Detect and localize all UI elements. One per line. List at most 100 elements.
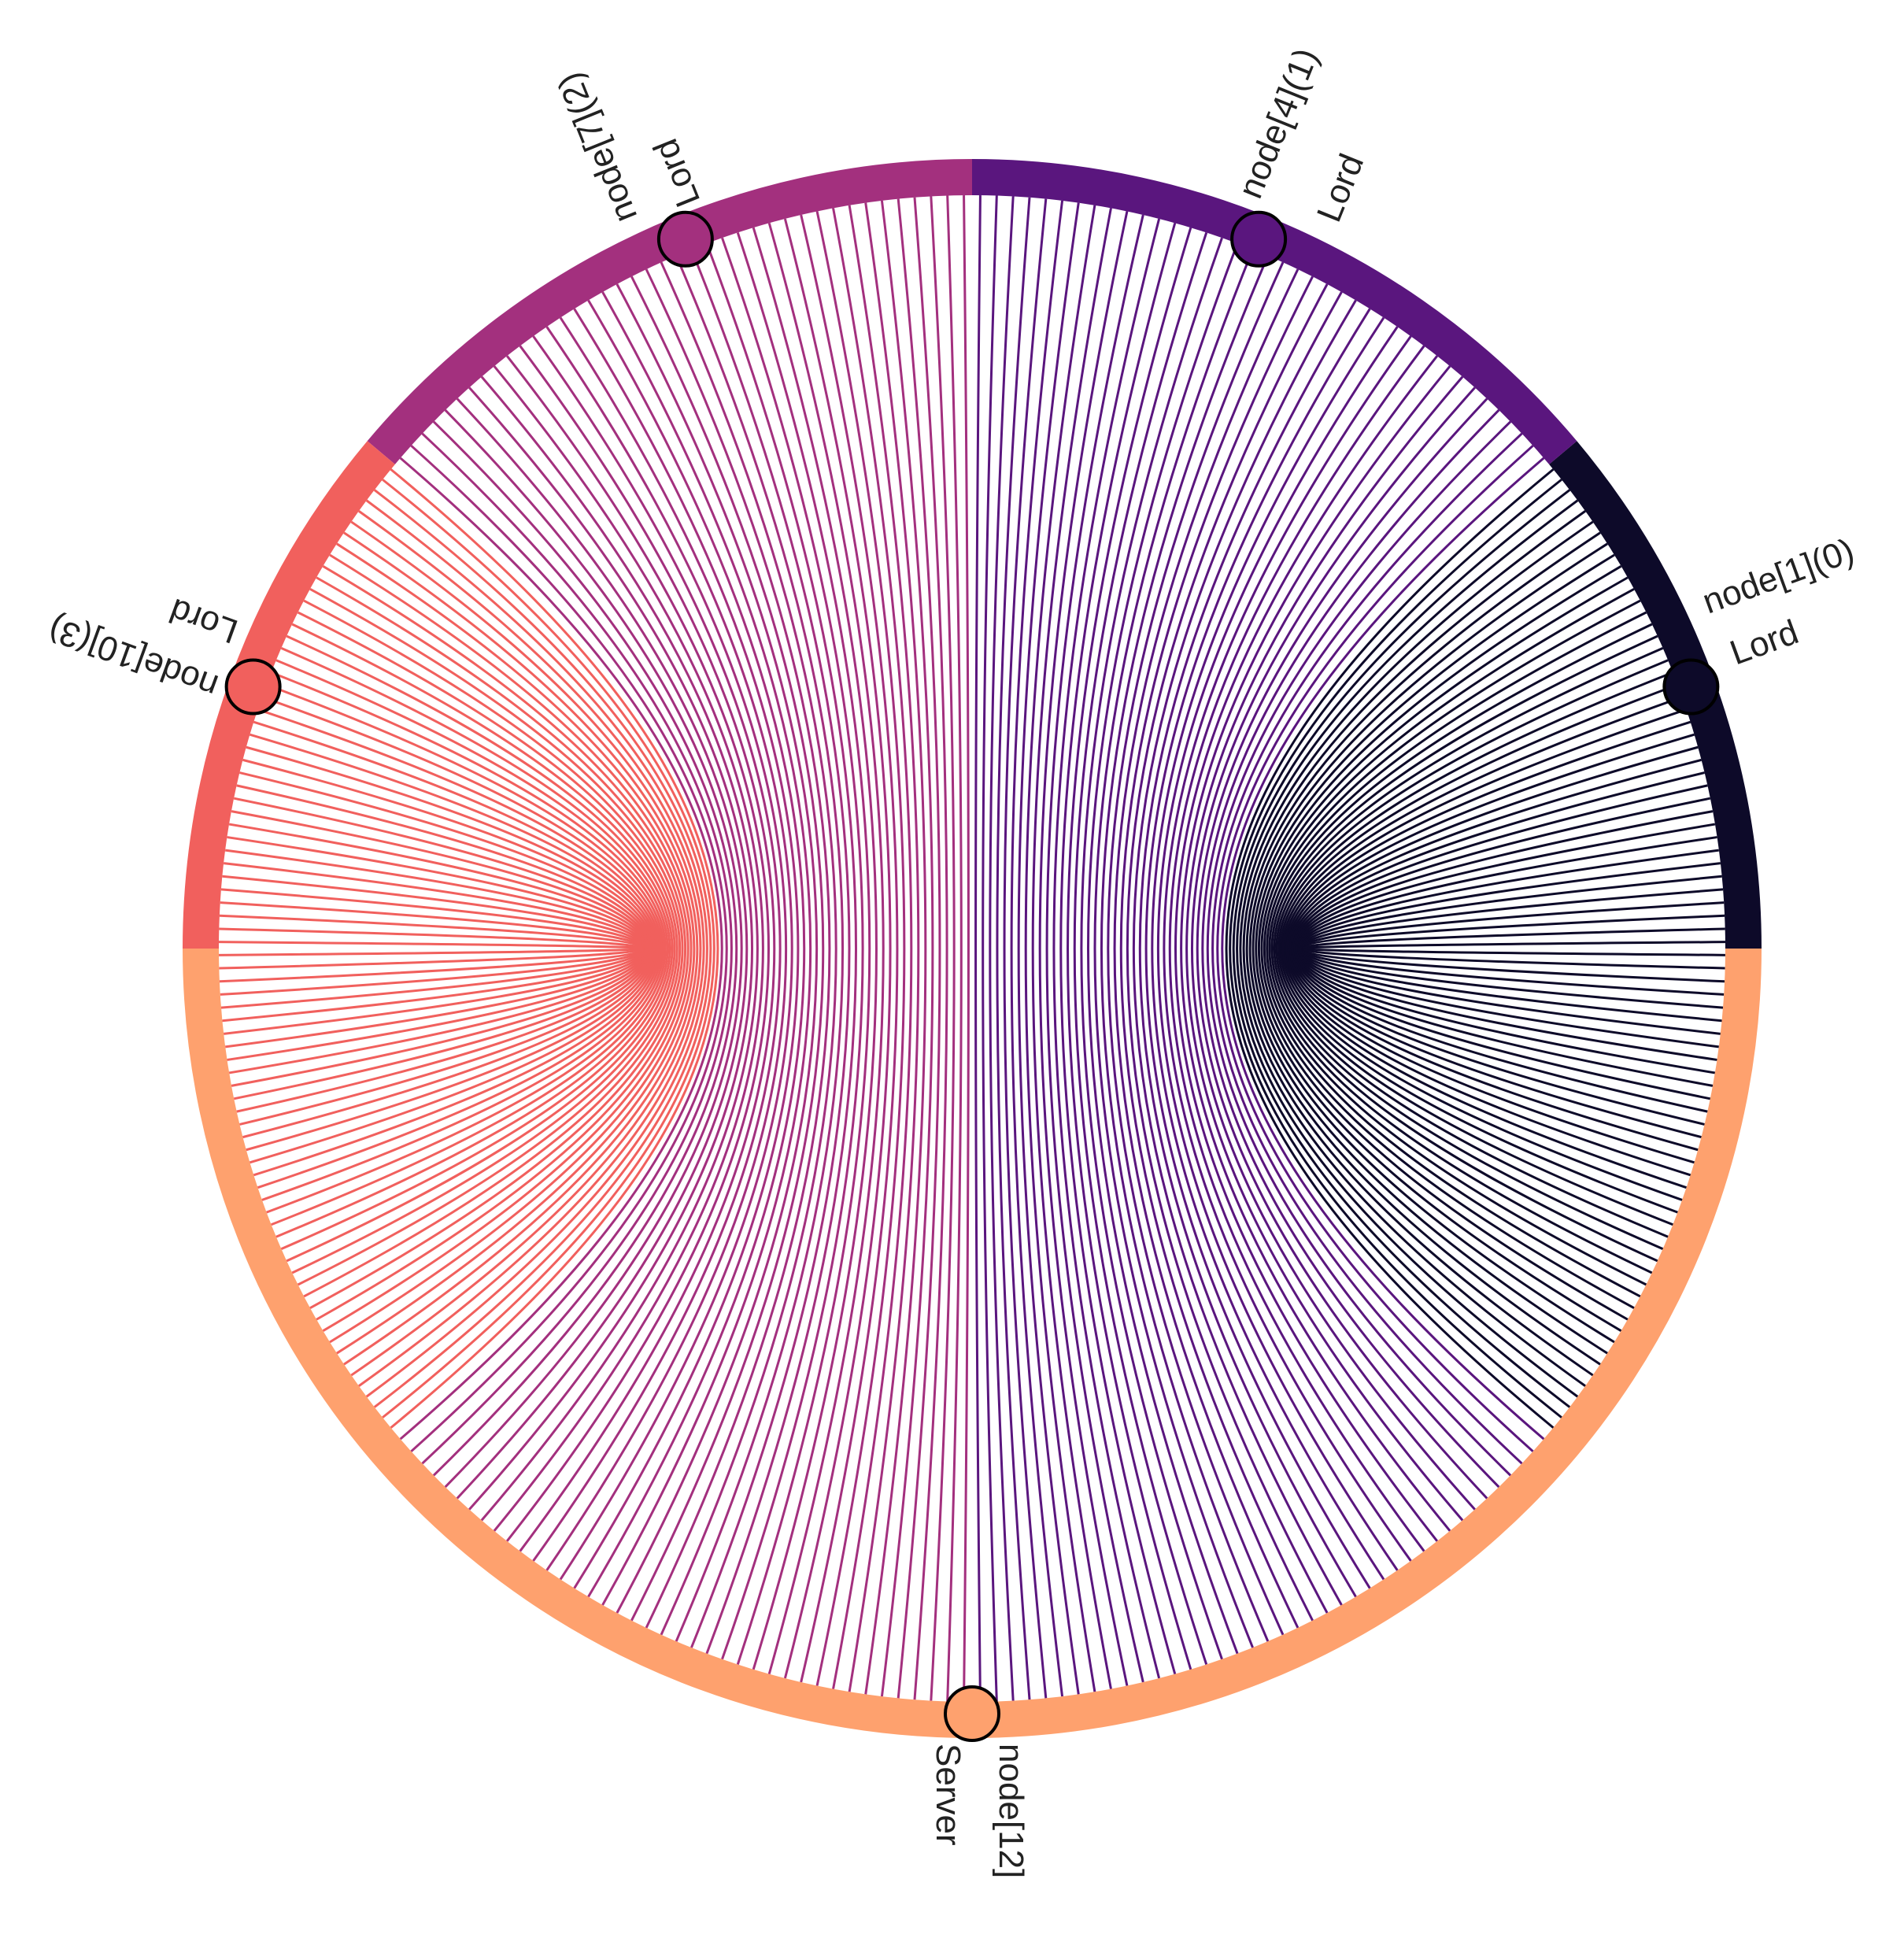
chord-link-2-13 [752, 227, 878, 1670]
chord-link-1-38 [982, 195, 998, 1702]
chord-link-1-7 [1185, 375, 1464, 1522]
chord-link-2-28 [532, 335, 782, 1562]
chord-link-0-19 [1281, 696, 1683, 1201]
chord-link-0-34 [1242, 520, 1594, 1377]
chord-link-1-6 [1191, 386, 1476, 1511]
chord-link-1-1 [1216, 445, 1534, 1452]
chord-link-2-15 [721, 237, 864, 1660]
chord-link-3-30 [228, 823, 649, 1074]
chord-link-2-24 [587, 299, 806, 1598]
chord-link-1-13 [1151, 316, 1385, 1581]
chord-link-3-23 [249, 733, 658, 1164]
node-circle-2[interactable] [656, 210, 714, 268]
chord-link-0-1 [1300, 927, 1725, 970]
chord-link-0-18 [1283, 708, 1688, 1189]
chord-link-2-26 [559, 316, 793, 1581]
chord-link-3-1 [382, 479, 715, 1418]
chord-link-0-33 [1245, 531, 1601, 1366]
chord-link-3-9 [322, 564, 690, 1333]
chord-link-0-6 [1298, 862, 1721, 1035]
chord-link-1-20 [1107, 261, 1285, 1636]
node-label-name-0: node[1](0) [1698, 531, 1859, 622]
chord-link-0-30 [1255, 564, 1622, 1333]
chord-link-3-38 [219, 927, 644, 970]
chord-link-0-0 [1300, 941, 1725, 956]
chord-link-1-36 [996, 197, 1031, 1700]
chord-link-0-39 [1225, 468, 1555, 1429]
chord-link-3-13 [297, 611, 678, 1286]
chord-link-3-28 [233, 797, 651, 1100]
chord-link-3-15 [286, 634, 674, 1263]
chord-link-2-3 [913, 197, 948, 1700]
chord-link-1-28 [1052, 218, 1161, 1679]
chord-link-2-30 [505, 355, 770, 1542]
chord-link-3-26 [239, 771, 653, 1126]
node-label-role-0: Lord [1725, 612, 1804, 672]
chord-link-3-39 [219, 941, 644, 956]
chord-link-1-16 [1132, 291, 1343, 1606]
chord-link-0-27 [1263, 599, 1641, 1298]
chord-link-3-19 [266, 683, 665, 1214]
chord-link-2-23 [601, 291, 812, 1606]
chord-link-3-10 [316, 576, 686, 1321]
chord-link-3-5 [350, 520, 702, 1377]
chord-link-1-19 [1113, 268, 1300, 1629]
chord-link-0-17 [1285, 720, 1691, 1177]
chord-link-3-33 [223, 862, 646, 1035]
node-label-name-4: node[12] [992, 1744, 1030, 1878]
group-arc-0 [1549, 441, 1762, 949]
chord-link-3-34 [222, 875, 645, 1023]
chord-link-0-25 [1268, 623, 1653, 1274]
node-circle-3[interactable] [224, 658, 282, 716]
chord-link-0-20 [1279, 683, 1678, 1214]
chord-link-1-22 [1093, 249, 1254, 1648]
chord-link-1-27 [1059, 222, 1177, 1675]
chord-link-1-23 [1086, 242, 1239, 1655]
chord-link-0-35 [1239, 510, 1586, 1387]
chord-link-2-31 [493, 365, 764, 1532]
node-circle-4[interactable] [944, 1685, 1000, 1742]
chord-link-3-18 [271, 671, 667, 1226]
chord-link-2-8 [832, 208, 913, 1689]
chord-link-3-16 [280, 647, 671, 1250]
chord-link-3-22 [253, 720, 660, 1177]
chord-link-1-24 [1080, 237, 1223, 1660]
chord-link-2-1 [946, 195, 963, 1702]
chord-link-2-32 [480, 375, 759, 1522]
chord-link-0-12 [1292, 784, 1708, 1113]
chord-link-2-5 [880, 200, 934, 1697]
chord-link-0-28 [1260, 588, 1635, 1309]
chord-link-1-17 [1126, 283, 1329, 1614]
chord-link-3-12 [303, 599, 681, 1298]
chord-link-2-29 [519, 345, 776, 1552]
chord-link-1-25 [1073, 232, 1208, 1665]
chord-link-3-25 [242, 758, 655, 1139]
chord-link-0-36 [1236, 499, 1579, 1398]
node-label-role-1: Lord [1310, 149, 1371, 227]
node-circle-1[interactable] [1230, 210, 1288, 268]
node-label-name-2: node[7](2) [550, 67, 645, 227]
chord-link-1-34 [1010, 200, 1064, 1697]
chord-link-1-9 [1174, 355, 1439, 1542]
chord-link-3-2 [373, 489, 712, 1408]
chord-link-1-4 [1201, 409, 1500, 1489]
chord-link-1-31 [1031, 208, 1112, 1689]
chord-link-0-26 [1266, 611, 1647, 1286]
node-label-role-4: Server [929, 1744, 967, 1846]
chord-link-0-9 [1296, 823, 1716, 1074]
chord-link-1-14 [1144, 308, 1371, 1589]
chord-link-1-39 [974, 195, 982, 1702]
chord-links [219, 195, 1725, 1702]
chord-link-0-22 [1275, 659, 1669, 1238]
chord-link-3-21 [257, 708, 661, 1189]
chord-link-3-8 [329, 553, 693, 1344]
node-label-role-2: Lord [646, 134, 708, 213]
chord-link-1-30 [1038, 211, 1129, 1686]
node-label-role-3: Lord [165, 590, 243, 650]
node-circle-0[interactable] [1662, 658, 1720, 716]
chord-link-2-0 [963, 195, 970, 1702]
chord-link-1-35 [1003, 198, 1048, 1699]
chord-link-3-24 [246, 745, 656, 1152]
chord-link-2-22 [616, 283, 819, 1614]
chord-link-2-10 [800, 214, 899, 1683]
